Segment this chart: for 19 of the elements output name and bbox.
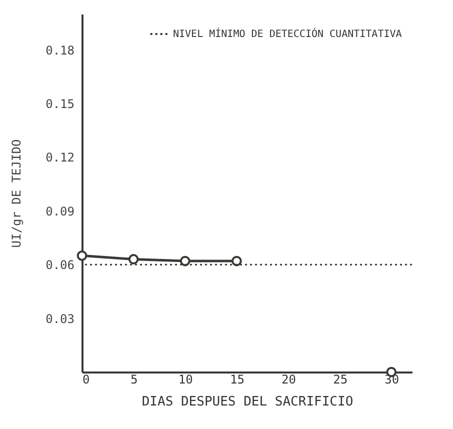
x-tick-label: 25 [333, 372, 348, 386]
y-axis-title: UI/gr DE TEJIDO [10, 139, 24, 248]
x-tick-label: 5 [130, 372, 138, 386]
x-axis-title: DIAS DESPUES DEL SACRIFICIO [142, 394, 354, 410]
legend-label: NIVEL MÍNIMO DE DETECCIÓN CUANTITATIVA [173, 27, 402, 40]
x-tick-label: 20 [282, 372, 296, 386]
x-tick-label: 0 [82, 372, 90, 386]
y-tick-label: 0.06 [46, 258, 74, 272]
point [180, 256, 190, 266]
point [128, 254, 139, 264]
y-tick-label: 0.03 [46, 312, 74, 326]
x-tick-label: 15 [230, 372, 244, 386]
y-tick-label: 0.15 [46, 97, 74, 111]
y-tick-label: 0.09 [46, 204, 74, 218]
x-tick-label: 10 [178, 372, 193, 386]
point [232, 256, 242, 266]
y-tick-label: 0.12 [46, 150, 74, 165]
y-tick-label: 0.18 [46, 43, 74, 58]
point [76, 250, 88, 261]
